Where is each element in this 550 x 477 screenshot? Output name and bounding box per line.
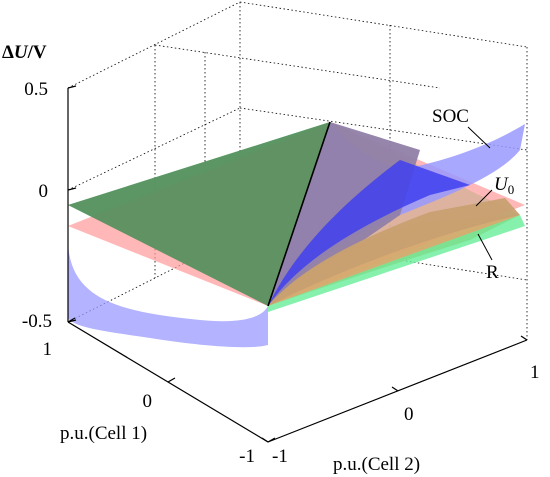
z-tick-label: 0 xyxy=(404,404,414,425)
y-tick-label: -0.5 xyxy=(22,311,52,332)
x-tick-label: 0 xyxy=(143,391,153,412)
y-axis-label: ΔU/V xyxy=(2,42,47,63)
annotation-u0: U0 xyxy=(475,174,514,207)
svg-text:R: R xyxy=(486,262,499,283)
annotation-soc: SOC xyxy=(432,106,491,149)
surface-green-front xyxy=(68,122,330,306)
surface-green-lower xyxy=(268,215,525,312)
x-tick-label: -1 xyxy=(239,446,255,467)
annotation-r: R xyxy=(477,233,499,283)
x-axis-label: p.u.(Cell 1) xyxy=(60,423,147,444)
svg-text:U0: U0 xyxy=(494,174,514,197)
y-tick-label: 0.5 xyxy=(24,79,48,100)
svg-text:SOC: SOC xyxy=(432,106,469,127)
z-axis-label: p.u.(Cell 2) xyxy=(333,454,420,475)
y-tick-label: 0 xyxy=(39,181,49,202)
tick-marks xyxy=(67,85,528,443)
z-tick-label: -1 xyxy=(272,446,288,467)
surface-ridge-line xyxy=(267,121,331,307)
x-tick-label: 1 xyxy=(43,339,53,360)
z-tick-label: 1 xyxy=(530,362,540,383)
surface-blue-mid xyxy=(268,160,470,306)
surface-soc-back xyxy=(68,242,268,348)
